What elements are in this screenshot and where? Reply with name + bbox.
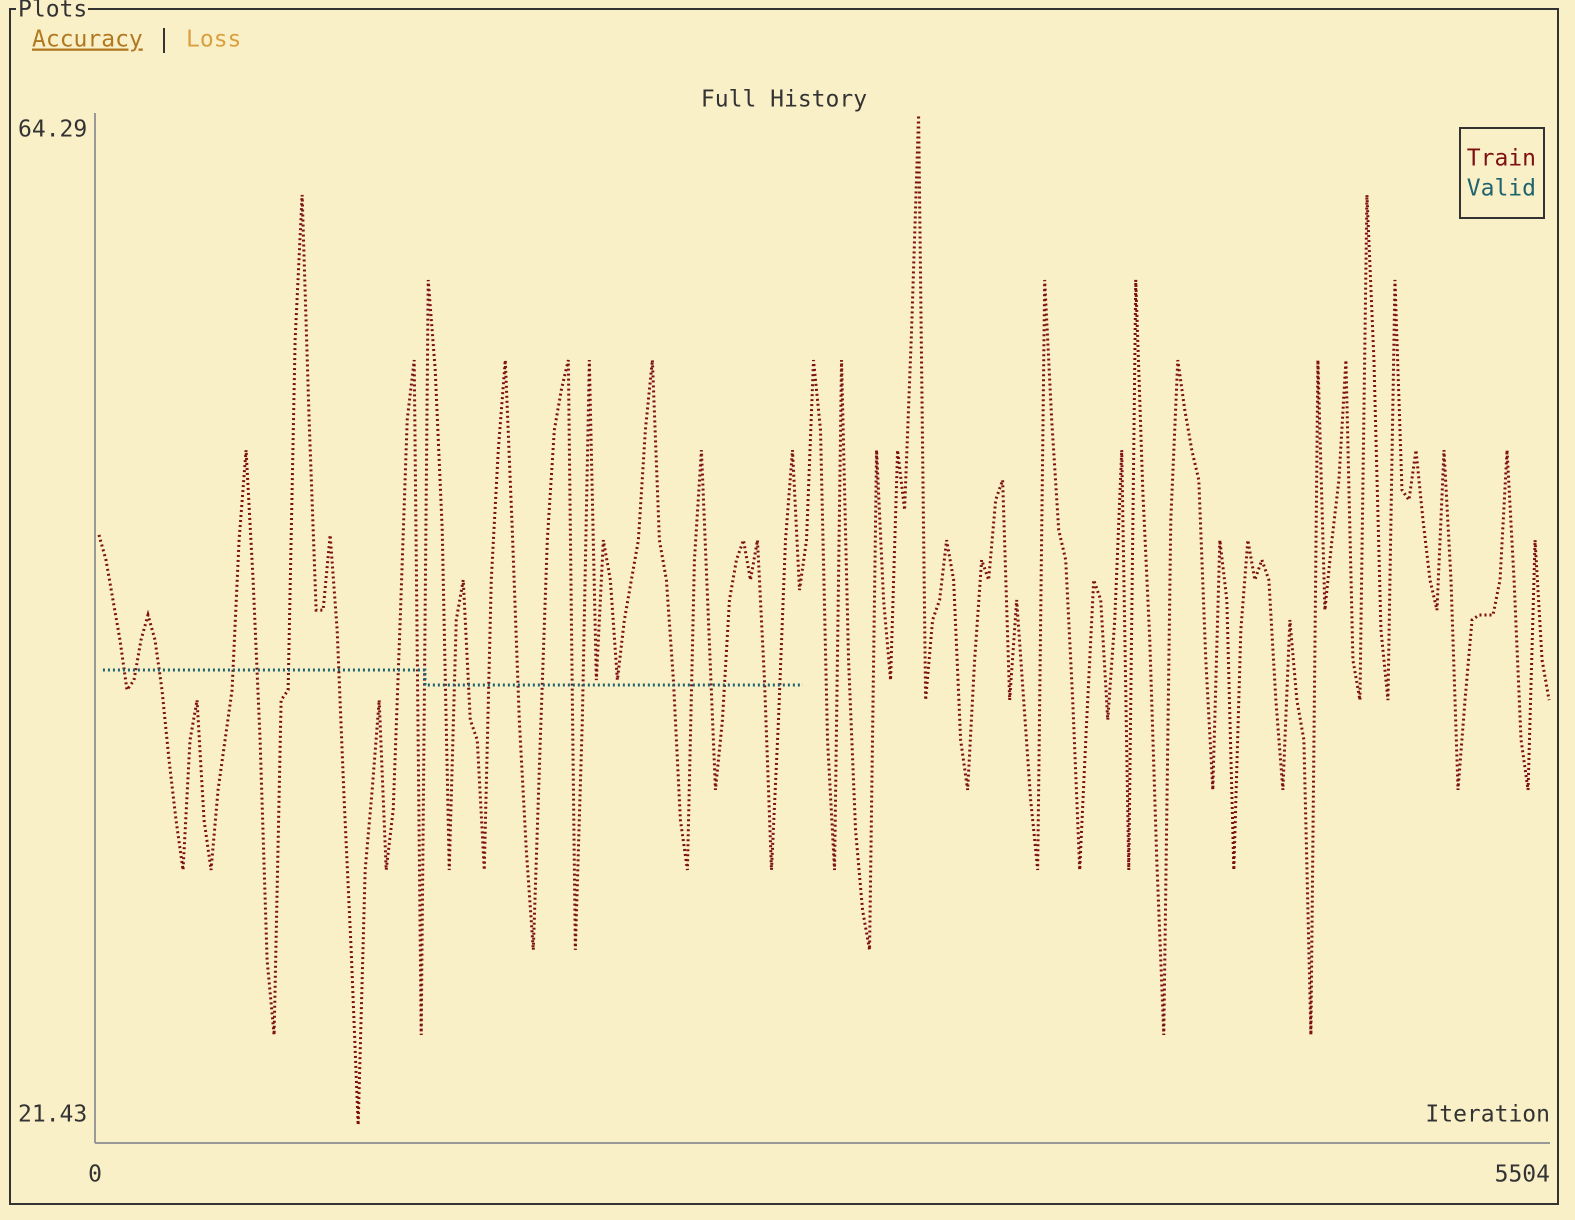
panel-title: Plots [18, 0, 87, 23]
x-tick-label: 0 [88, 1162, 102, 1188]
y-tick-label: 64.29 [18, 117, 87, 143]
series-line [97, 114, 1551, 1126]
y-tick-label: 21.43 [18, 1102, 87, 1128]
tab[interactable]: Loss [186, 27, 241, 53]
panel-border [9, 8, 1559, 1205]
panel-title-bg [16, 0, 88, 20]
tab[interactable]: Accuracy [32, 27, 143, 53]
x-tick-label: 5504 [1495, 1162, 1550, 1188]
x-axis-label: Iteration [1425, 1102, 1550, 1128]
series-line [102, 668, 803, 687]
legend-label: Valid [1467, 176, 1536, 202]
chart-title: Full History [701, 87, 867, 113]
legend-box [1459, 127, 1545, 219]
legend-label: Train [1467, 146, 1536, 172]
